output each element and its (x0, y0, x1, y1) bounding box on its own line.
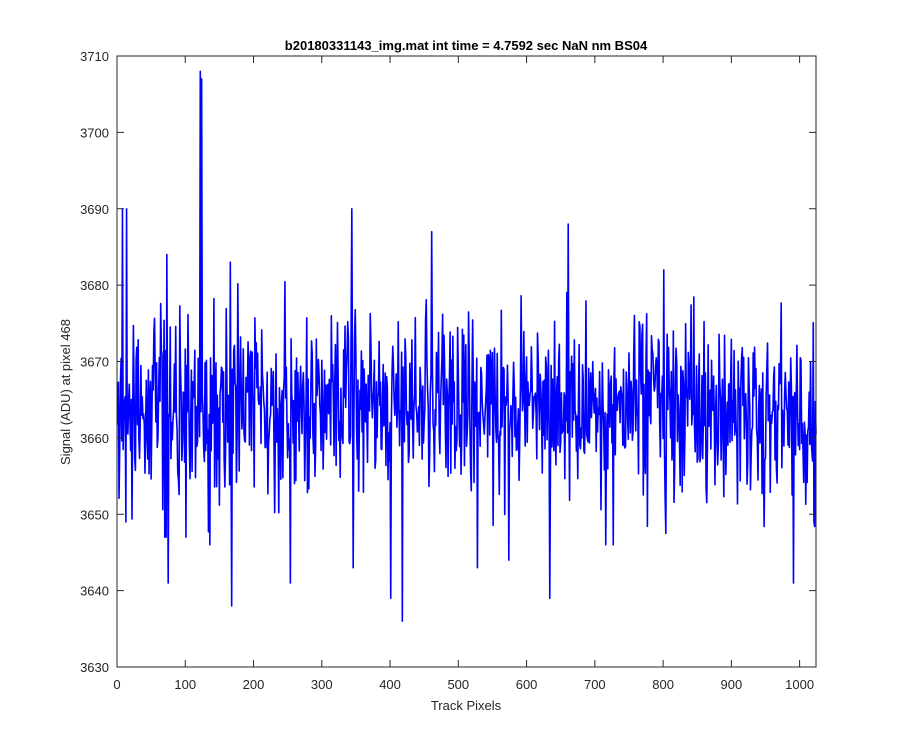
y-tick-label: 3710 (80, 49, 109, 64)
y-tick-label: 3650 (80, 507, 109, 522)
x-tick-label: 400 (379, 677, 401, 692)
x-tick-label: 200 (243, 677, 265, 692)
y-tick-label: 3680 (80, 278, 109, 293)
x-tick-label: 500 (447, 677, 469, 692)
y-tick-label: 3700 (80, 125, 109, 140)
x-tick-label: 100 (174, 677, 196, 692)
y-tick-label: 3690 (80, 202, 109, 217)
x-axis: 0 100 200 300 400 500 600 700 800 900 1000 (113, 56, 814, 692)
x-axis-label: Track Pixels (431, 698, 502, 713)
y-tick-label: 3640 (80, 584, 109, 599)
x-tick-label: 700 (584, 677, 606, 692)
plot-area (116, 70, 817, 622)
y-tick-label: 3670 (80, 355, 109, 370)
y-axis: 3630 3640 3650 3660 3670 3680 3690 3700 3710 (80, 49, 816, 675)
y-axis-label: Signal (ADU) at pixel 468 (58, 319, 73, 465)
x-tick-label: 800 (652, 677, 674, 692)
x-tick-label: 900 (721, 677, 743, 692)
series-line (116, 70, 817, 622)
chart-title: b20180331143_img.mat int time = 4.7592 s… (285, 38, 648, 53)
x-tick-label: 600 (516, 677, 538, 692)
x-tick-label: 0 (113, 677, 120, 692)
x-tick-label: 300 (311, 677, 333, 692)
x-tick-label: 1000 (785, 677, 814, 692)
y-tick-label: 3660 (80, 431, 109, 446)
y-tick-label: 3630 (80, 660, 109, 675)
